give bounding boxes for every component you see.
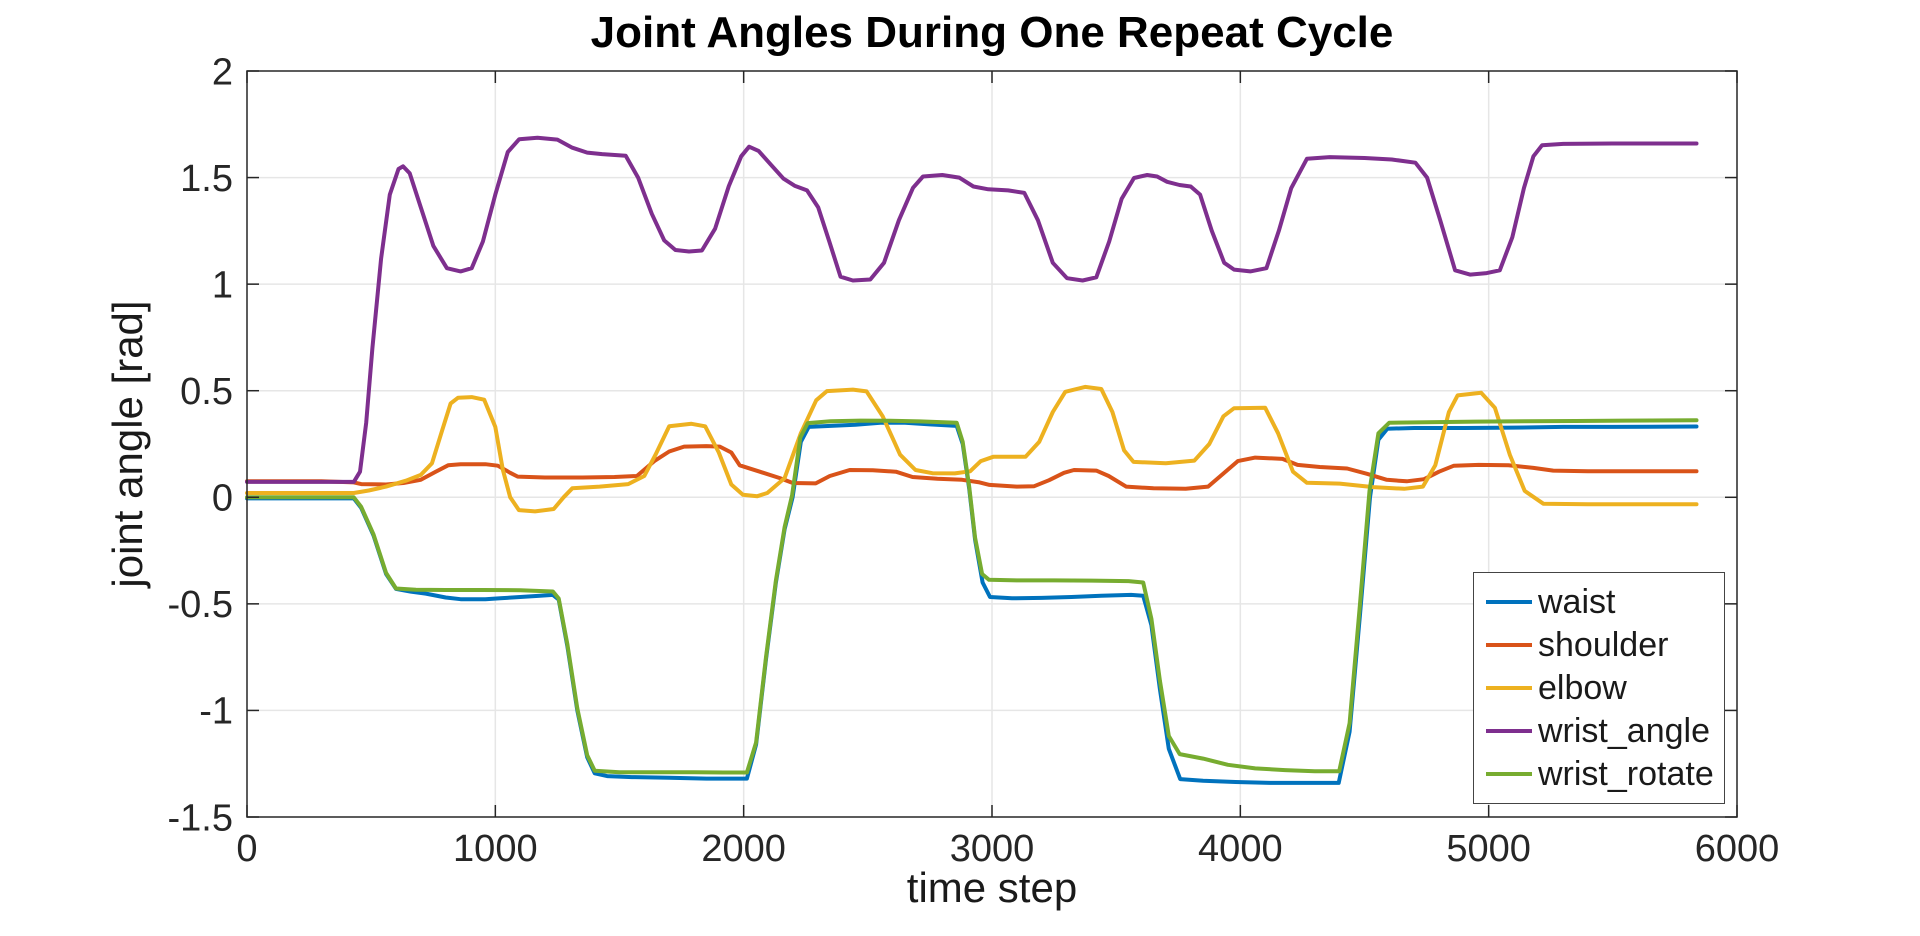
legend-item-wrist_angle: wrist_angle bbox=[1486, 714, 1724, 748]
legend-line-swatch bbox=[1486, 600, 1532, 605]
legend-label: waist bbox=[1538, 583, 1616, 622]
x-tick-label: 4000 bbox=[1198, 828, 1283, 870]
legend-item-shoulder: shoulder bbox=[1486, 628, 1724, 662]
legend-label: elbow bbox=[1538, 668, 1627, 707]
y-tick-label: 1.5 bbox=[180, 158, 233, 200]
legend-line-swatch bbox=[1486, 771, 1532, 776]
y-tick-label: 1 bbox=[212, 264, 233, 306]
y-tick-label: -1.5 bbox=[168, 797, 233, 839]
legend-line-swatch bbox=[1486, 728, 1532, 733]
legend-item-wrist_rotate: wrist_rotate bbox=[1486, 757, 1724, 791]
x-tick-label: 3000 bbox=[950, 828, 1035, 870]
y-tick-label: -0.5 bbox=[168, 584, 233, 626]
x-tick-label: 0 bbox=[236, 828, 257, 870]
y-tick-label: 2 bbox=[212, 51, 233, 93]
x-tick-label: 1000 bbox=[453, 828, 538, 870]
x-tick-label: 5000 bbox=[1446, 828, 1531, 870]
legend-label: wrist_rotate bbox=[1538, 754, 1714, 793]
y-tick-label: 0.5 bbox=[180, 371, 233, 413]
legend-line-swatch bbox=[1486, 643, 1532, 648]
legend-item-waist: waist bbox=[1486, 585, 1724, 619]
legend-label: wrist_angle bbox=[1538, 711, 1710, 750]
legend-item-elbow: elbow bbox=[1486, 671, 1724, 705]
y-tick-label: 0 bbox=[212, 478, 233, 520]
legend-box: waist shoulder elbow wrist_angle wrist_rotat… bbox=[1473, 572, 1725, 804]
legend-line-swatch bbox=[1486, 685, 1532, 690]
y-axis-label: joint angle [rad] bbox=[104, 300, 151, 588]
series-line-wrist_angle bbox=[245, 135, 1699, 484]
chart-title: Joint Angles During One Repeat Cycle bbox=[590, 8, 1394, 57]
x-tick-label: 6000 bbox=[1695, 828, 1780, 870]
y-tick-label: -1 bbox=[199, 691, 233, 733]
legend-label: shoulder bbox=[1538, 626, 1669, 665]
x-axis-label: time step bbox=[906, 864, 1078, 911]
series-line-elbow bbox=[245, 384, 1699, 514]
series-line-wrist_rotate bbox=[245, 418, 1699, 775]
x-tick-label: 2000 bbox=[701, 828, 786, 870]
